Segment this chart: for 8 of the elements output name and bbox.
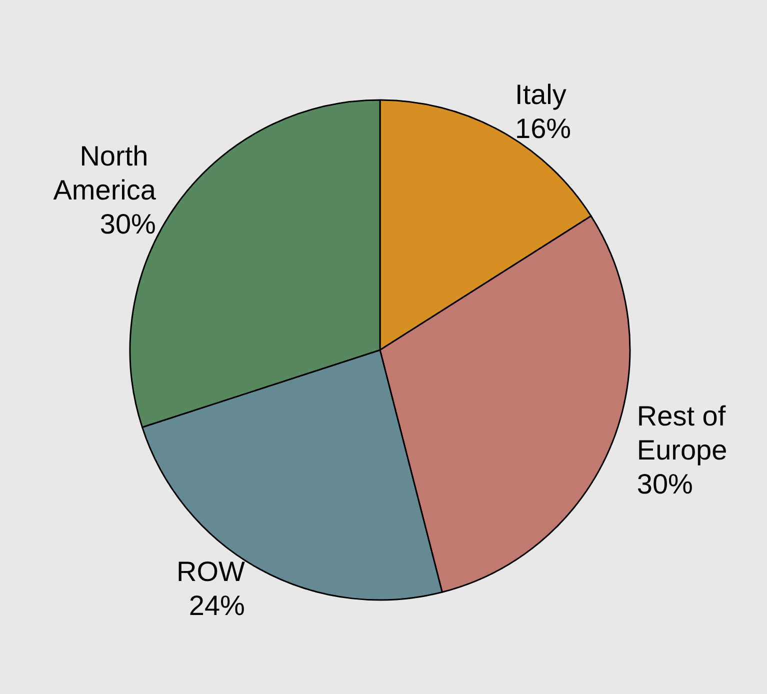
data-label: 16% bbox=[515, 113, 572, 144]
slice-label: Rest of Europe bbox=[636, 400, 734, 466]
slice-label: Italy bbox=[515, 79, 566, 110]
slice-label: North America bbox=[53, 140, 156, 206]
data-label: 30% bbox=[636, 468, 693, 500]
data-label: 30% bbox=[100, 208, 156, 240]
data-label: 24% bbox=[188, 590, 245, 621]
slice-label: ROW bbox=[176, 556, 246, 587]
